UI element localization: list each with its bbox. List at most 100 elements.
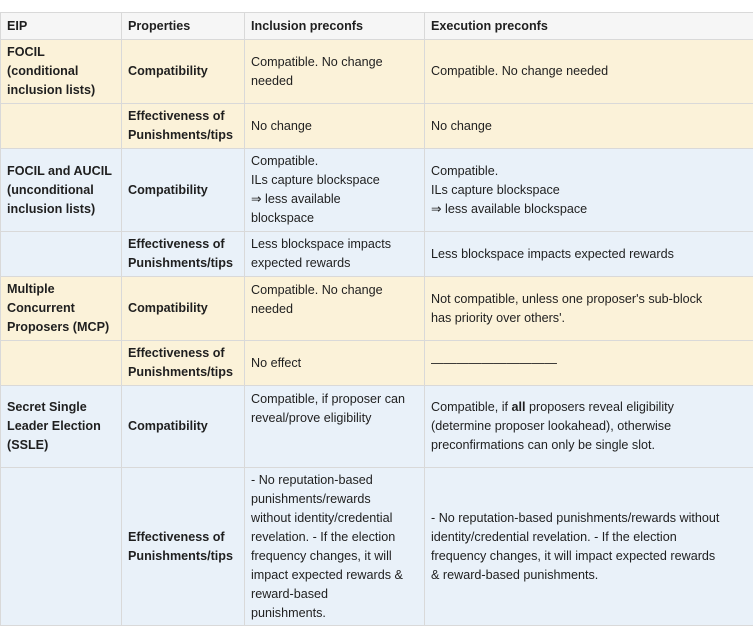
header-inclusion-preconfs: Inclusion preconfs xyxy=(244,12,425,40)
execution-line: Compatible. No change needed xyxy=(431,64,609,78)
inclusion-line: reveal/prove eligibility xyxy=(251,411,372,425)
eip-cell xyxy=(0,467,122,626)
execution-cell: Compatible, if all proposers reveal elig… xyxy=(424,385,753,468)
property-cell: Compatibility xyxy=(121,39,245,104)
execution-text-bold: all xyxy=(511,400,526,414)
eip-cell: Multiple Concurrent Proposers (MCP) xyxy=(0,276,122,341)
inclusion-line: needed xyxy=(251,73,294,88)
inclusion-line: No effect xyxy=(251,355,302,370)
execution-text-pre: Compatible, if xyxy=(431,400,512,414)
table-row: FOCIL (conditional inclusion lists) Comp… xyxy=(0,39,753,104)
inclusion-line: reward-based xyxy=(251,586,329,601)
inclusion-line: No change xyxy=(251,118,312,133)
execution-line: ⇒ less available blockspace xyxy=(431,201,588,216)
table-row: Effectiveness of Punishments/tips - No r… xyxy=(0,467,753,626)
execution-cell: Compatible. No change needed xyxy=(424,39,753,104)
execution-line: (determine proposer lookahead), otherwis… xyxy=(431,419,672,433)
execution-cell: —————————— xyxy=(424,340,753,386)
execution-dash-placeholder: —————————— xyxy=(431,355,557,370)
inclusion-line: expected rewards xyxy=(251,256,351,270)
inclusion-cell: Compatible. ILs capture blockspace ⇒ les… xyxy=(244,148,425,232)
execution-line: ILs capture blockspace xyxy=(431,182,560,197)
eip-line: inclusion lists) xyxy=(7,201,96,216)
inclusion-cell: Compatible. No change needed xyxy=(244,39,425,104)
inclusion-line: frequency changes, it will xyxy=(251,548,392,563)
property-cell: Effectiveness of Punishments/tips xyxy=(121,231,245,277)
property-cell: Effectiveness of Punishments/tips xyxy=(121,467,245,626)
eip-comparison-table: EIP Properties Inclusion preconfs Execut… xyxy=(0,12,753,626)
property-line: Punishments/tips xyxy=(128,365,233,379)
execution-line: & reward-based punishments. xyxy=(431,567,599,582)
execution-text-post: proposers reveal eligibility xyxy=(525,400,674,414)
inclusion-line: Less blockspace impacts xyxy=(251,237,391,251)
inclusion-line: punishments. xyxy=(251,605,326,620)
execution-line: has priority over others'. xyxy=(431,310,565,325)
table-row: Effectiveness of Punishments/tips Less b… xyxy=(0,231,753,277)
property-line: Effectiveness of xyxy=(128,346,225,360)
eip-line: (conditional xyxy=(7,64,79,78)
property-line: Punishments/tips xyxy=(128,548,233,563)
eip-line: inclusion lists) xyxy=(7,83,96,97)
eip-cell: FOCIL (conditional inclusion lists) xyxy=(0,39,122,104)
execution-line: - No reputation-based punishments/reward… xyxy=(431,510,720,525)
execution-cell: - No reputation-based punishments/reward… xyxy=(424,467,753,626)
property-line: Effectiveness of xyxy=(128,237,225,251)
execution-line: Compatible. xyxy=(431,163,499,178)
execution-line: identity/credential revelation. - If the… xyxy=(431,529,677,544)
inclusion-cell: Compatible, if proposer can reveal/prove… xyxy=(244,385,425,468)
property-line: Punishments/tips xyxy=(128,256,233,270)
inclusion-line: needed xyxy=(251,302,294,316)
inclusion-line: punishments/rewards xyxy=(251,491,371,506)
property-line: Effectiveness of xyxy=(128,109,225,123)
header-eip: EIP xyxy=(0,12,122,40)
inclusion-line: Compatible. xyxy=(251,154,319,168)
inclusion-cell: No effect xyxy=(244,340,425,386)
execution-line: Less blockspace impacts expected rewards xyxy=(431,246,674,261)
inclusion-line: without identity/credential xyxy=(251,510,393,525)
inclusion-line: blockspace xyxy=(251,211,315,225)
execution-line: frequency changes, it will impact expect… xyxy=(431,548,716,563)
inclusion-line: Compatible. No change xyxy=(251,283,383,297)
property-line: Punishments/tips xyxy=(128,128,233,142)
inclusion-line: revelation. - If the election xyxy=(251,529,396,544)
property-cell: Effectiveness of Punishments/tips xyxy=(121,103,245,149)
eip-line: (SSLE) xyxy=(7,438,49,452)
eip-line: Concurrent xyxy=(7,301,75,315)
inclusion-cell: Less blockspace impacts expected rewards xyxy=(244,231,425,277)
execution-cell: No change xyxy=(424,103,753,149)
header-properties: Properties xyxy=(121,12,245,40)
execution-line: Compatible, if all proposers reveal elig… xyxy=(431,398,747,417)
table-row: Effectiveness of Punishments/tips No cha… xyxy=(0,103,753,149)
eip-line: (unconditional xyxy=(7,182,94,197)
property-cell: Compatibility xyxy=(121,276,245,341)
table-row: FOCIL and AUCIL (unconditional inclusion… xyxy=(0,148,753,232)
inclusion-line: impact expected rewards & xyxy=(251,567,403,582)
inclusion-line: Compatible, if proposer can xyxy=(251,392,406,406)
inclusion-line: - No reputation-based xyxy=(251,472,373,487)
eip-cell: FOCIL and AUCIL (unconditional inclusion… xyxy=(0,148,122,232)
inclusion-line: Compatible. No change xyxy=(251,54,383,69)
execution-cell: Less blockspace impacts expected rewards xyxy=(424,231,753,277)
table-row: Effectiveness of Punishments/tips No eff… xyxy=(0,340,753,386)
eip-cell xyxy=(0,340,122,386)
inclusion-line: ILs capture blockspace xyxy=(251,173,380,187)
eip-cell xyxy=(0,231,122,277)
property-cell: Compatibility xyxy=(121,385,245,468)
eip-line: Secret Single xyxy=(7,400,87,414)
eip-line: FOCIL and AUCIL xyxy=(7,163,112,178)
property-cell: Effectiveness of Punishments/tips xyxy=(121,340,245,386)
header-row: EIP Properties Inclusion preconfs Execut… xyxy=(0,12,753,40)
eip-line: Leader Election xyxy=(7,419,101,433)
eip-line: FOCIL xyxy=(7,45,45,59)
inclusion-line: ⇒ less available xyxy=(251,192,341,206)
property-line: Effectiveness of xyxy=(128,529,225,544)
table-row: Secret Single Leader Election (SSLE) Com… xyxy=(0,385,753,468)
inclusion-cell: Compatible. No change needed xyxy=(244,276,425,341)
inclusion-cell: - No reputation-based punishments/reward… xyxy=(244,467,425,626)
eip-line: Multiple xyxy=(7,282,55,296)
eip-line: Proposers (MCP) xyxy=(7,320,110,334)
execution-line: preconfirmations can only be single slot… xyxy=(431,438,656,452)
execution-line: No change xyxy=(431,118,492,133)
execution-cell: Compatible. ILs capture blockspace ⇒ les… xyxy=(424,148,753,232)
header-execution-preconfs: Execution preconfs xyxy=(424,12,753,40)
